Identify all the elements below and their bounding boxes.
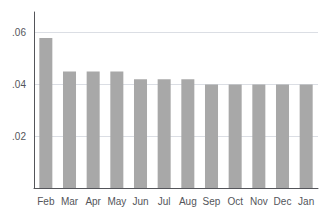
svg-text:.04: .04	[12, 79, 26, 90]
svg-text:May: May	[107, 196, 126, 207]
svg-text:Feb: Feb	[37, 196, 55, 207]
svg-text:Jun: Jun	[132, 196, 148, 207]
svg-text:Dec: Dec	[274, 196, 292, 207]
svg-text:Sep: Sep	[203, 196, 221, 207]
svg-text:Oct: Oct	[227, 196, 243, 207]
svg-text:Jan: Jan	[298, 196, 314, 207]
svg-text:Nov: Nov	[250, 196, 268, 207]
svg-text:Aug: Aug	[179, 196, 197, 207]
svg-text:.02: .02	[12, 131, 26, 142]
svg-text:Mar: Mar	[61, 196, 79, 207]
svg-text:Jul: Jul	[158, 196, 171, 207]
svg-text:.06: .06	[12, 27, 26, 38]
svg-text:Apr: Apr	[85, 196, 101, 207]
